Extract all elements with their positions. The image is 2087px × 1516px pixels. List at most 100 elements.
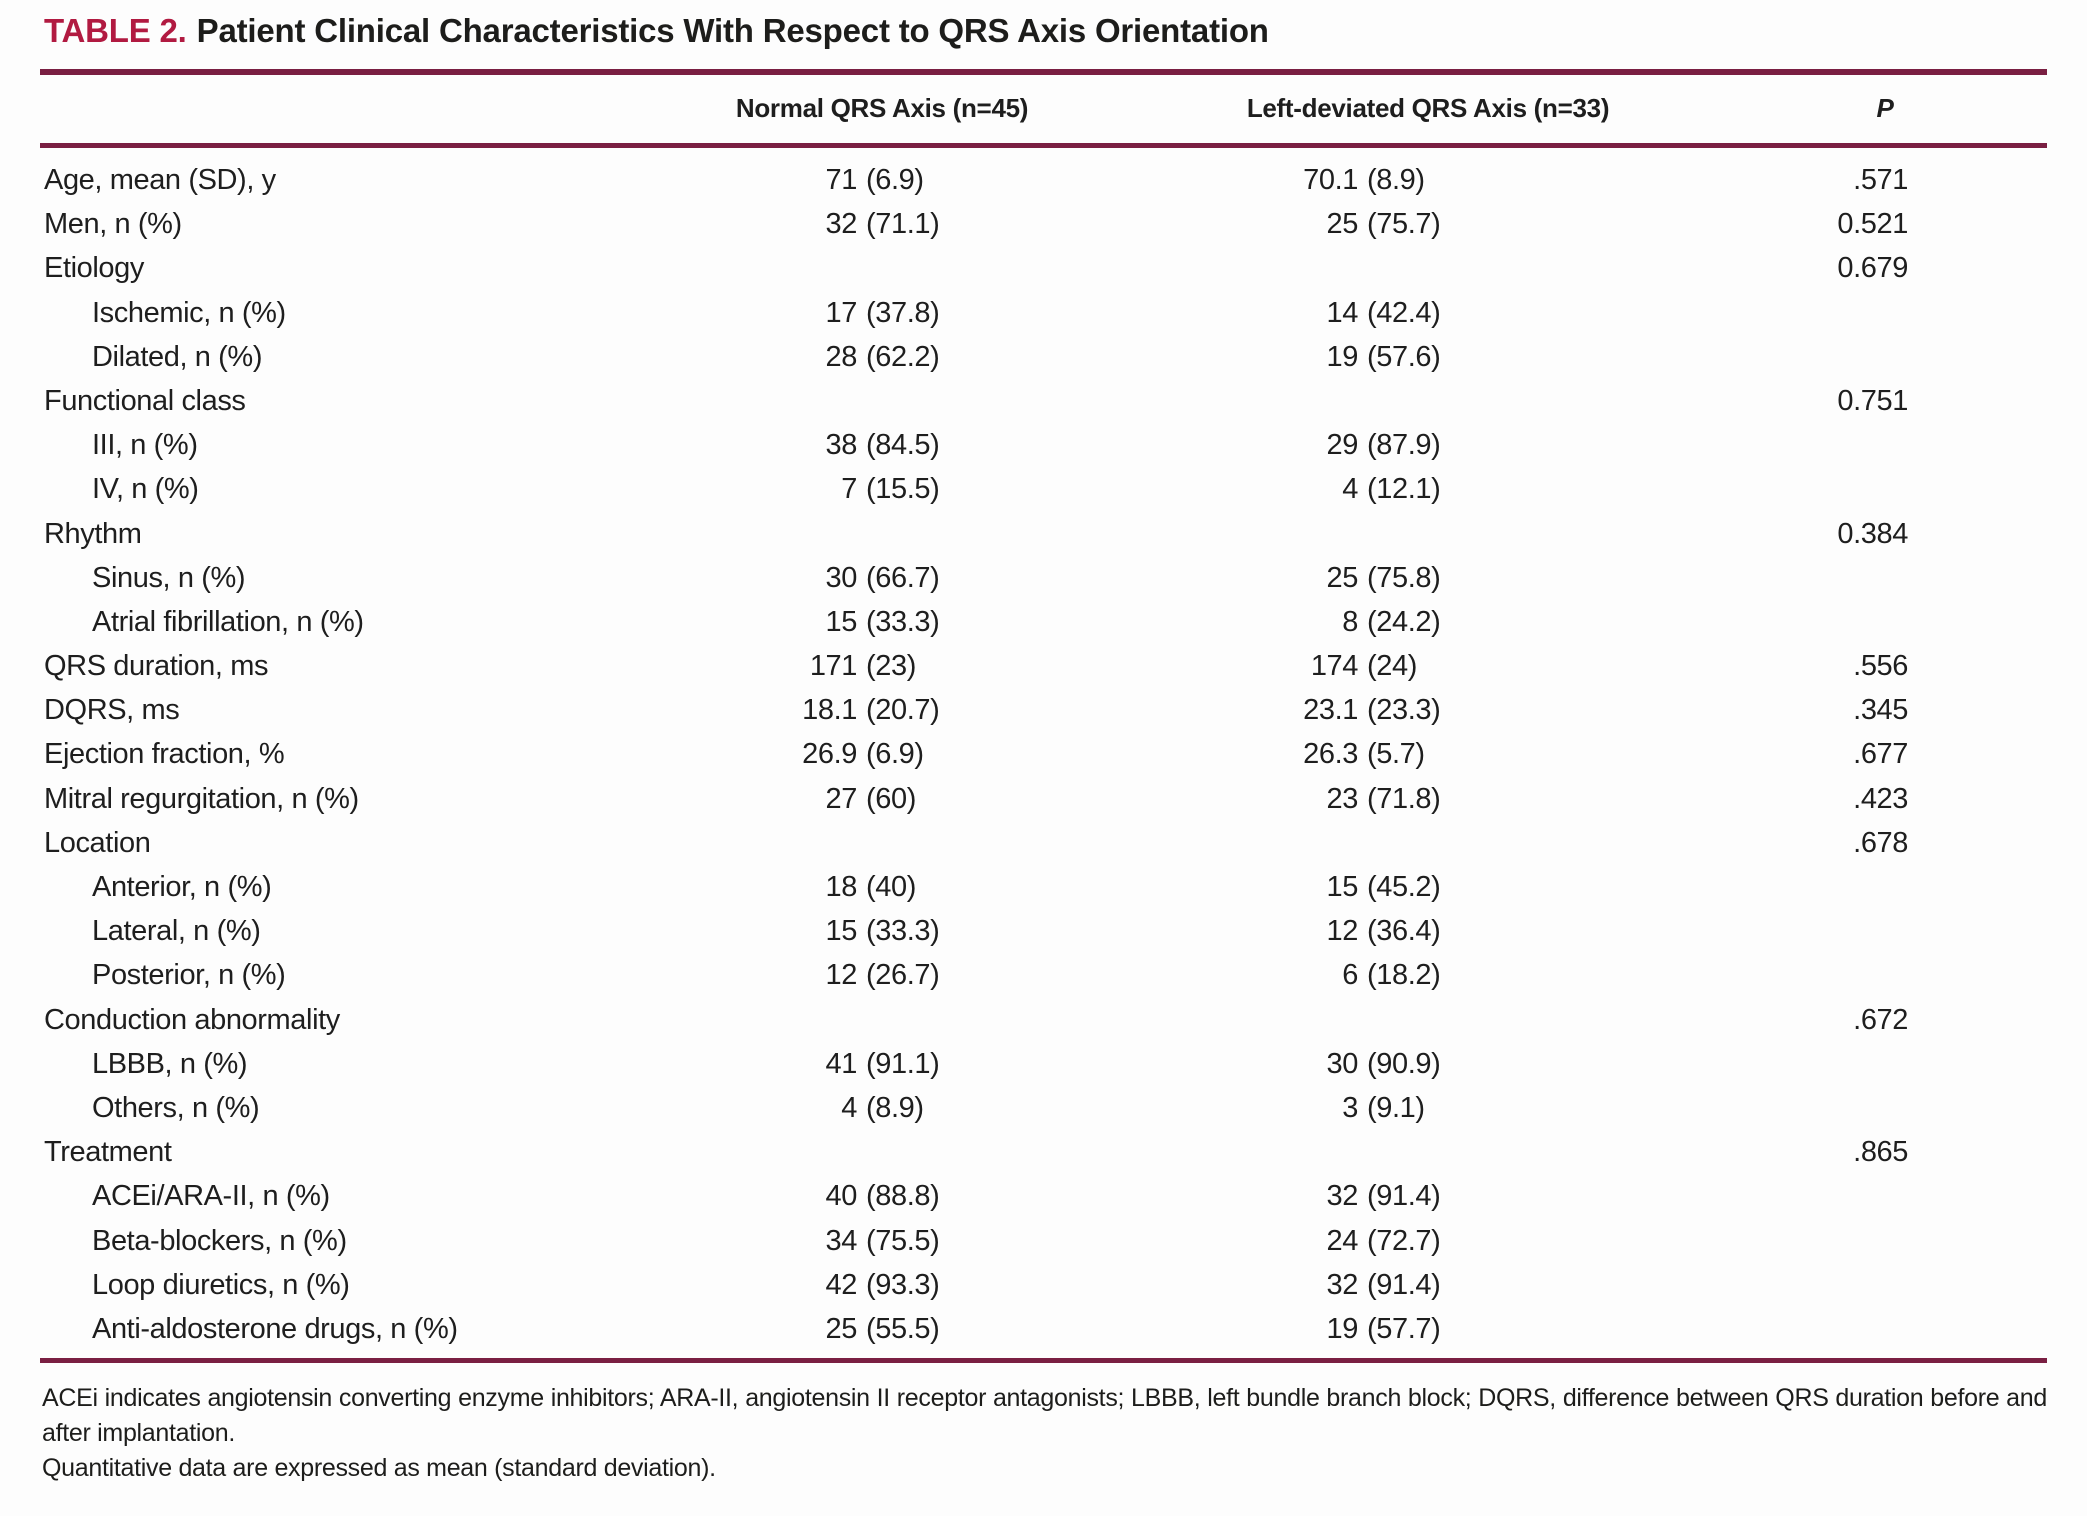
value-parenthetical: (36.4) bbox=[1367, 915, 1441, 948]
value-number: .677 bbox=[1853, 738, 1908, 771]
row-label: LBBB, n (%) bbox=[92, 1047, 248, 1080]
value-parenthetical: (18.2) bbox=[1367, 959, 1441, 992]
value-number: .678 bbox=[1853, 826, 1908, 859]
value-number: 18 bbox=[825, 871, 858, 903]
value-number: 25 bbox=[1326, 208, 1359, 241]
value-parenthetical: (6.9) bbox=[866, 738, 924, 771]
value-number: 32 bbox=[825, 208, 858, 241]
value-parenthetical: (62.2) bbox=[866, 340, 940, 373]
value-number: 28 bbox=[825, 340, 858, 373]
value-number: 19 bbox=[1326, 340, 1359, 373]
table-body: Age, mean (SD), y 71 (6.9) 70.1 (8.9) .571… bbox=[40, 158, 2047, 1351]
table-row: Loop diuretics, n (%) 42 (93.3) 32 (91.4) bbox=[40, 1263, 2047, 1307]
row-label: Others, n (%) bbox=[92, 1091, 260, 1124]
value-number: 18.1 bbox=[802, 694, 857, 727]
value-number: 26.9 bbox=[802, 738, 857, 771]
value-number: 40 bbox=[825, 1180, 858, 1213]
value-number: 29 bbox=[1326, 429, 1359, 462]
row-label: Functional class bbox=[44, 384, 246, 417]
table-label: TABLE 2. bbox=[44, 12, 187, 49]
table-row: Ejection fraction, % 26.9 (6.9) 26.3 (5.7)… bbox=[40, 732, 2047, 776]
row-label: Rhythm bbox=[44, 517, 142, 550]
value-number: .865 bbox=[1853, 1136, 1908, 1169]
table-row: ACEi/ARA-II, n (%) 40 (88.8) 32 (91.4) bbox=[40, 1174, 2047, 1218]
value-number: 0.384 bbox=[1837, 517, 1908, 550]
row-label: QRS duration, ms bbox=[44, 650, 269, 683]
value-number: .672 bbox=[1853, 1003, 1908, 1036]
table-rule-below-header bbox=[40, 143, 2047, 148]
value-number: 171 bbox=[809, 650, 858, 683]
value-parenthetical: (88.8) bbox=[866, 1180, 940, 1213]
value-parenthetical: (45.2) bbox=[1367, 871, 1441, 903]
row-label: ACEi/ARA-II, n (%) bbox=[92, 1180, 330, 1213]
table-row: Ischemic, n (%) 17 (37.8) 14 (42.4) bbox=[40, 291, 2047, 335]
table-rule-bottom bbox=[40, 1358, 2047, 1363]
value-number: 30 bbox=[825, 561, 858, 594]
table-row: LBBB, n (%) 41 (91.1) 30 (90.9) bbox=[40, 1042, 2047, 1086]
value-parenthetical: (87.9) bbox=[1367, 429, 1441, 462]
value-number: 7 bbox=[841, 473, 857, 506]
value-number: 32 bbox=[1326, 1268, 1359, 1301]
value-number: 30 bbox=[1326, 1047, 1359, 1080]
table-row: Conduction abnormality .672 bbox=[40, 998, 2047, 1042]
table-row: Age, mean (SD), y 71 (6.9) 70.1 (8.9) .571 bbox=[40, 158, 2047, 202]
value-number: 71 bbox=[825, 164, 858, 196]
value-parenthetical: (20.7) bbox=[866, 694, 940, 727]
footnote-abbreviations: ACEi indicates angiotensin converting en… bbox=[42, 1384, 2047, 1447]
table-rule-top bbox=[40, 69, 2047, 75]
value-parenthetical: (33.3) bbox=[866, 605, 940, 638]
table-row: Anti-aldosterone drugs, n (%) 25 (55.5) 1… bbox=[40, 1307, 2047, 1351]
value-parenthetical: (42.4) bbox=[1367, 296, 1441, 329]
value-parenthetical: (84.5) bbox=[866, 429, 940, 462]
value-parenthetical: (57.7) bbox=[1367, 1312, 1441, 1345]
table-row: Atrial fibrillation, n (%) 15 (33.3) 8 (24… bbox=[40, 600, 2047, 644]
value-parenthetical: (91.1) bbox=[866, 1047, 940, 1080]
row-label: Posterior, n (%) bbox=[92, 959, 286, 992]
value-number: .556 bbox=[1853, 650, 1908, 683]
value-parenthetical: (23) bbox=[866, 650, 916, 683]
row-label: Etiology bbox=[44, 252, 144, 285]
value-parenthetical: (60) bbox=[866, 782, 916, 815]
value-parenthetical: (40) bbox=[866, 871, 916, 903]
value-number: 25 bbox=[825, 1312, 858, 1345]
value-number: .345 bbox=[1853, 694, 1908, 727]
column-header-left-deviated-qrs-axis: Left-deviated QRS Axis (n=33) bbox=[1246, 93, 1610, 123]
value-number: .571 bbox=[1853, 164, 1908, 196]
value-number: 6 bbox=[1342, 959, 1358, 992]
row-label: Atrial fibrillation, n (%) bbox=[92, 605, 364, 638]
table-row: Functional class 0.751 bbox=[40, 379, 2047, 423]
value-number: 4 bbox=[841, 1091, 857, 1124]
value-parenthetical: (37.8) bbox=[866, 296, 940, 329]
value-number: 19 bbox=[1326, 1312, 1359, 1345]
row-label: Mitral regurgitation, n (%) bbox=[44, 782, 359, 815]
footnote-quantitative-data: Quantitative data are expressed as mean … bbox=[42, 1454, 716, 1482]
value-number: 15 bbox=[825, 605, 858, 638]
value-parenthetical: (26.7) bbox=[866, 959, 940, 992]
row-label: Men, n (%) bbox=[44, 208, 182, 241]
value-parenthetical: (66.7) bbox=[866, 561, 940, 594]
table-row: IV, n (%) 7 (15.5) 4 (12.1) bbox=[40, 467, 2047, 511]
value-number: 12 bbox=[825, 959, 858, 992]
value-parenthetical: (5.7) bbox=[1367, 738, 1425, 771]
value-number: 4 bbox=[1342, 473, 1358, 506]
value-parenthetical: (93.3) bbox=[866, 1268, 940, 1301]
table-row: Treatment .865 bbox=[40, 1130, 2047, 1174]
table-row: Sinus, n (%) 30 (66.7) 25 (75.8) bbox=[40, 556, 2047, 600]
value-number: 174 bbox=[1310, 650, 1359, 683]
row-label: Age, mean (SD), y bbox=[44, 164, 276, 196]
row-label: Beta-blockers, n (%) bbox=[92, 1224, 347, 1257]
value-parenthetical: (71.1) bbox=[866, 208, 940, 241]
table-row: Men, n (%) 32 (71.1) 25 (75.7) 0.521 bbox=[40, 202, 2047, 246]
value-parenthetical: (23.3) bbox=[1367, 694, 1441, 727]
table-row: III, n (%) 38 (84.5) 29 (87.9) bbox=[40, 423, 2047, 467]
table-row: Mitral regurgitation, n (%) 27 (60) 23 (71… bbox=[40, 777, 2047, 821]
value-parenthetical: (91.4) bbox=[1367, 1268, 1441, 1301]
value-number: 12 bbox=[1326, 915, 1359, 948]
table-header-row: Normal QRS Axis (n=45) Left-deviated QRS… bbox=[40, 86, 2047, 130]
value-number: 42 bbox=[825, 1268, 858, 1301]
value-parenthetical: (8.9) bbox=[866, 1091, 924, 1124]
table-row: Dilated, n (%) 28 (62.2) 19 (57.6) bbox=[40, 335, 2047, 379]
table-title: Patient Clinical Characteristics With Re… bbox=[196, 12, 1269, 49]
row-label: Conduction abnormality bbox=[44, 1003, 340, 1036]
